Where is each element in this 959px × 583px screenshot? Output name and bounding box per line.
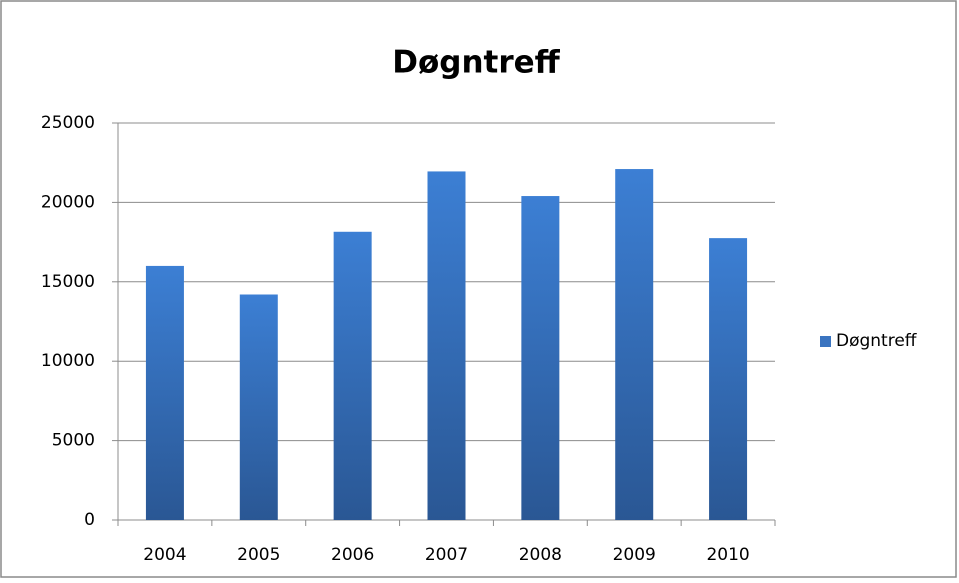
bar bbox=[239, 294, 278, 520]
bar bbox=[615, 169, 654, 520]
x-tick-label: 2009 bbox=[613, 545, 656, 565]
y-tick-label: 15000 bbox=[41, 272, 95, 292]
legend-label: Døgntreff bbox=[836, 331, 918, 351]
bar bbox=[145, 265, 184, 520]
bar bbox=[427, 171, 466, 520]
x-tick-label: 2006 bbox=[331, 545, 374, 565]
bar bbox=[521, 196, 560, 520]
x-tick-label: 2004 bbox=[143, 545, 186, 565]
x-tick-label: 2007 bbox=[425, 545, 468, 565]
y-tick-label: 5000 bbox=[52, 431, 95, 451]
y-tick-label: 0 bbox=[84, 510, 95, 530]
chart-title: Døgntreff bbox=[392, 45, 560, 81]
x-tick-label: 2008 bbox=[519, 545, 562, 565]
y-tick-label: 10000 bbox=[41, 351, 95, 371]
y-tick-label: 25000 bbox=[41, 113, 95, 133]
x-tick-label: 2005 bbox=[237, 545, 280, 565]
bar bbox=[709, 238, 748, 520]
legend-swatch bbox=[820, 336, 831, 347]
x-tick-label: 2010 bbox=[706, 545, 749, 565]
y-tick-label: 20000 bbox=[41, 192, 95, 212]
bar bbox=[333, 231, 372, 520]
